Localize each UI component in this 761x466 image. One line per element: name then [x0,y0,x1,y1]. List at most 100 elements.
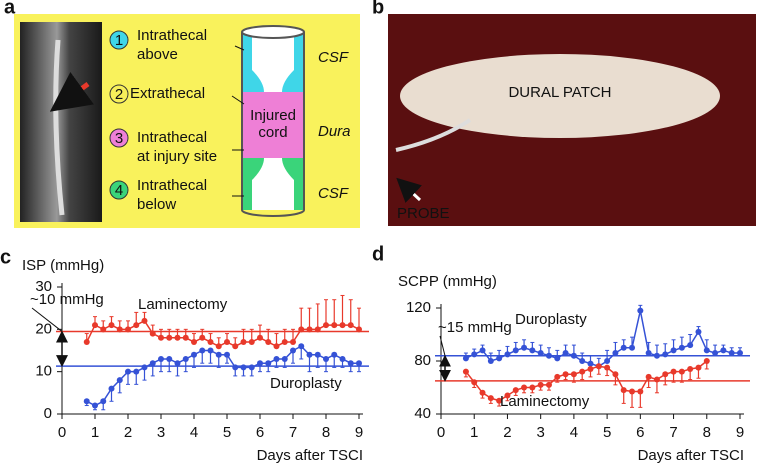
data-point [479,347,486,354]
x-tick-label: 1 [470,424,478,441]
data-point [462,355,469,362]
data-point [645,350,652,357]
x-tick-label: 5 [603,424,611,441]
data-point [471,351,478,358]
injury-arrow [49,72,94,112]
data-point [207,347,214,354]
data-point [92,322,98,329]
data-point [83,339,90,346]
data-point [554,355,561,362]
data-point [149,360,156,367]
series [83,343,362,411]
data-point [232,364,239,371]
data-point [521,384,528,391]
data-point [306,326,313,333]
data-point [356,360,362,367]
data-point [703,347,710,354]
spine-cord [53,39,65,216]
data-point [678,368,685,375]
data-point [612,350,619,357]
data-point [587,360,594,367]
x-tick-label: 3 [536,424,544,441]
data-point [678,344,685,351]
data-point [662,351,669,358]
data-point [637,388,644,395]
x-tick-label: 4 [190,424,198,441]
data-point [347,322,354,329]
y-tick-label: 20 [35,320,52,337]
photo-label: PROBE [397,205,450,222]
data-point [728,350,735,357]
item-number: 2 [115,86,123,103]
x-tick-label: 2 [124,424,132,441]
item-circle [109,84,129,104]
data-point [158,334,164,341]
x-tick-label: 9 [355,424,363,441]
cord-label: cord [258,124,287,141]
data-point [645,373,652,380]
data-point [281,355,288,362]
x-tick-label: 1 [91,424,99,441]
item-label: Intrathecal [137,129,207,146]
data-point [108,385,115,392]
data-point [504,392,511,399]
panel-label: d [372,243,384,265]
annotation-leader [439,335,446,356]
data-point [149,330,156,337]
series-line [86,345,359,407]
data-point [224,339,230,346]
cord-label: Injured [250,107,296,124]
data-point [158,355,164,362]
data-point [479,389,486,396]
data-point [298,326,305,333]
data-point [604,358,611,364]
x-tick-label: 8 [703,424,711,441]
data-point [182,355,189,362]
data-point [662,371,669,378]
y-tick-label: 120 [406,299,431,316]
x-tick-label: 6 [256,424,264,441]
data-point [207,339,214,346]
dura-annotation: CSF [318,185,349,202]
series [462,304,743,370]
series-line [465,310,740,368]
data-point [579,368,586,375]
data-point [174,360,181,367]
data-point [290,347,296,354]
data-point [695,364,702,371]
leader-line [234,45,245,51]
data-point [174,334,181,341]
data-point [504,351,511,358]
data-point [496,397,503,404]
data-point [562,350,569,357]
data-point [125,368,131,375]
data-point [306,351,313,358]
data-point [215,351,222,358]
data-point [653,352,660,359]
panel-label: c [0,246,11,268]
data-point [653,376,660,383]
data-point [133,322,140,329]
x-tick-label: 8 [322,424,330,441]
data-point [570,371,577,378]
series [462,358,710,408]
x-tick-label: 2 [503,424,511,441]
data-point [108,322,115,329]
data-point [670,368,677,375]
data-point [512,387,519,394]
y-tick-label: 10 [35,363,52,380]
x-axis-label: Days after TSCI [638,447,744,464]
data-point [240,364,247,371]
item-number: 3 [115,130,123,147]
x-tick-label: 3 [157,424,165,441]
data-point [281,339,288,346]
data-point [687,342,694,349]
data-point [199,347,206,354]
data-point [339,355,346,362]
data-point [232,343,239,350]
data-point [687,365,694,372]
item-label: Extrathecal [130,85,205,102]
dural-patch [400,54,720,138]
data-point [545,352,552,359]
